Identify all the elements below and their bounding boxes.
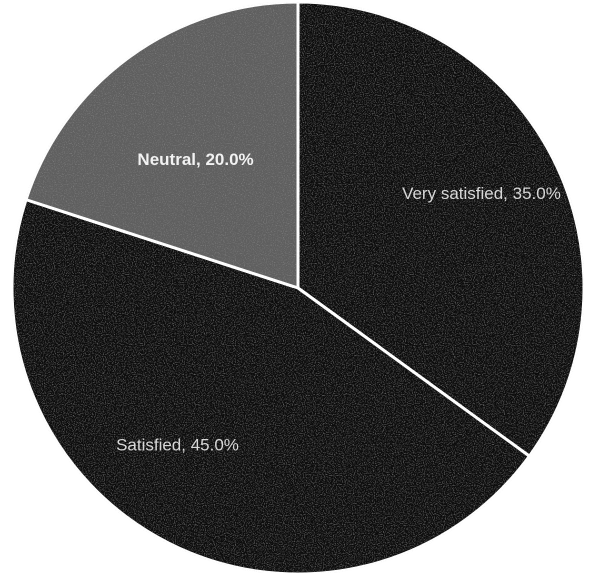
pie-labels: Very satisfied, 35.0% Satisfied, 45.0% Neu… [116,150,561,454]
pie-slice-neutral [24,0,300,291]
pie-label-neutral: Neutral, 20.0% [137,150,253,169]
pie-label-satisfied: Satisfied, 45.0% [116,435,239,454]
pie-slices [10,0,586,573]
pie-slice-very-satisfied [296,0,586,459]
pie-label-very-satisfied: Very satisfied, 35.0% [402,184,561,203]
pie-slice-satisfied [10,197,532,573]
